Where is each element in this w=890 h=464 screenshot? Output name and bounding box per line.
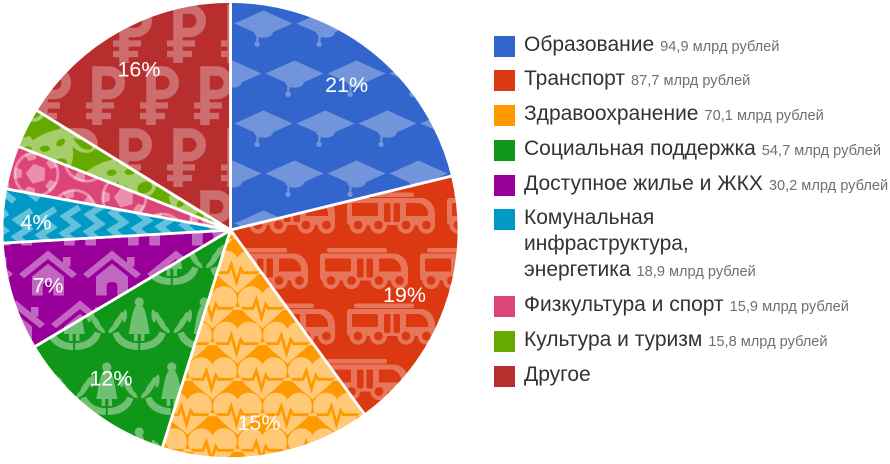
svg-text:4%: 4% [20,211,51,235]
svg-text:7%: 7% [32,274,63,298]
svg-text:12%: 12% [89,367,132,391]
svg-text:19%: 19% [383,283,426,307]
svg-text:21%: 21% [325,73,368,97]
svg-text:15%: 15% [237,411,280,435]
svg-text:16%: 16% [117,58,160,82]
